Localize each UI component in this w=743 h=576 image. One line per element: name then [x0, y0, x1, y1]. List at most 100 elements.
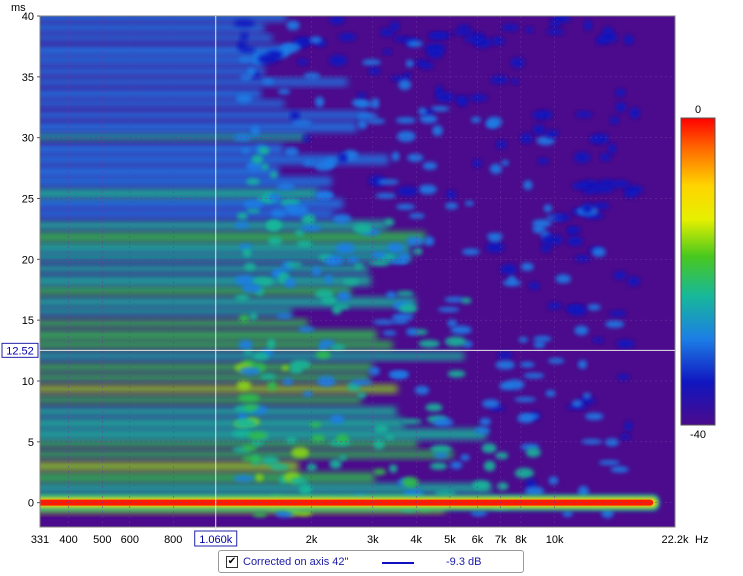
heat-blob: [365, 118, 386, 124]
heat-blob: [234, 221, 250, 229]
heat-blob: [620, 434, 631, 440]
heat-band: [40, 264, 369, 273]
heat-blob: [276, 313, 293, 319]
heat-blob: [371, 251, 387, 259]
heat-blob: [525, 447, 541, 458]
heat-blob: [302, 135, 311, 142]
heat-blob: [430, 106, 450, 112]
heat-band: [40, 220, 387, 230]
colorbar-min-label: -40: [690, 429, 706, 441]
heat-band: [40, 275, 371, 286]
heat-blob: [231, 430, 252, 438]
heat-blob: [533, 341, 546, 349]
heat-blob: [233, 19, 255, 27]
heat-blob: [497, 351, 513, 360]
legend-checkbox[interactable]: ✔: [226, 556, 238, 568]
heat-blob: [445, 202, 458, 210]
heat-blob: [370, 98, 380, 109]
heat-blob: [260, 456, 280, 466]
heat-blob: [303, 72, 321, 80]
heat-band: [40, 198, 344, 209]
heat-blob: [388, 370, 410, 377]
heat-blob: [314, 96, 325, 108]
heat-blob: [391, 151, 400, 162]
heat-blob: [297, 58, 309, 65]
y-tick-label: 10: [22, 376, 34, 388]
heat-blob: [627, 276, 640, 286]
x-tick-label: 600: [121, 534, 139, 546]
heat-blob: [624, 421, 633, 432]
cursor-y-readout: 12.52: [1, 342, 39, 358]
heat-blob: [482, 399, 500, 409]
heat-blob: [379, 28, 394, 37]
heat-blob: [338, 33, 357, 41]
heat-blob: [545, 390, 556, 397]
heat-blob: [485, 121, 498, 129]
heat-blob: [266, 220, 280, 232]
heat-blob: [276, 183, 296, 191]
heat-blob: [470, 116, 482, 123]
heat-blob: [255, 474, 264, 482]
x-tick-label: 3k: [367, 534, 379, 546]
heat-blob: [575, 111, 593, 118]
heat-blob: [374, 424, 389, 433]
heat-blob: [329, 459, 342, 469]
heat-band: [40, 297, 416, 307]
x-axis-ticks: 331 400 500 600 800 2k 3k 4k 5k 6k 7k 8k 10k 22.2k: [31, 534, 689, 546]
heat-blob: [347, 256, 359, 264]
heat-band: [40, 16, 287, 22]
heat-blob: [464, 35, 483, 43]
heat-blob: [418, 339, 441, 348]
heat-blob: [329, 414, 345, 424]
heat-blob: [372, 319, 395, 325]
heat-band: [40, 176, 332, 187]
heat-blob: [613, 271, 627, 280]
y-axis-ticks: 0 5 10 15 20 25 30 35 40: [22, 11, 40, 510]
heat-blob: [240, 74, 253, 81]
heat-blob: [495, 451, 509, 460]
heat-blob: [427, 33, 448, 40]
heat-band: [40, 384, 398, 393]
heat-blob: [285, 262, 303, 268]
heat-blob: [518, 336, 529, 343]
heat-blob: [252, 277, 274, 287]
heat-blob: [241, 444, 258, 451]
heat-band: [40, 373, 370, 382]
heat-blob: [405, 328, 418, 336]
heat-blob: [236, 212, 248, 220]
heat-blob: [260, 373, 277, 380]
heat-blob: [250, 440, 264, 446]
heat-blob: [277, 88, 291, 95]
x-tick-label: 331: [31, 534, 49, 546]
heat-blob: [342, 278, 360, 285]
y-tick-label: 0: [28, 498, 34, 510]
heat-blob: [425, 403, 443, 412]
heat-blob: [405, 59, 414, 68]
heat-blob: [249, 312, 258, 321]
heat-blob: [589, 135, 601, 144]
heat-band: [40, 341, 393, 350]
heat-band: [40, 308, 292, 316]
heat-blob: [592, 337, 604, 344]
heat-band: [40, 89, 262, 99]
heat-blob: [400, 418, 423, 425]
heat-blob: [523, 180, 533, 190]
heat-blob: [405, 236, 424, 246]
heat-blob: [423, 236, 435, 247]
heat-blob: [295, 509, 313, 517]
heat-blob: [368, 260, 391, 267]
heatmap-layer: [40, 16, 660, 519]
heat-blob: [524, 486, 545, 497]
heat-blob: [409, 213, 425, 219]
cursor-crosshair[interactable]: [38, 16, 675, 531]
heat-blob: [290, 110, 300, 121]
heat-blob: [574, 152, 591, 163]
heat-blob: [450, 325, 472, 335]
legend-series-name: Corrected on axis 42": [243, 556, 349, 568]
heat-blob: [357, 119, 368, 130]
heat-blob: [252, 512, 268, 518]
heat-blob: [252, 352, 269, 361]
heat-band: [40, 78, 348, 86]
heat-blob: [352, 223, 373, 234]
heat-blob: [510, 57, 525, 68]
